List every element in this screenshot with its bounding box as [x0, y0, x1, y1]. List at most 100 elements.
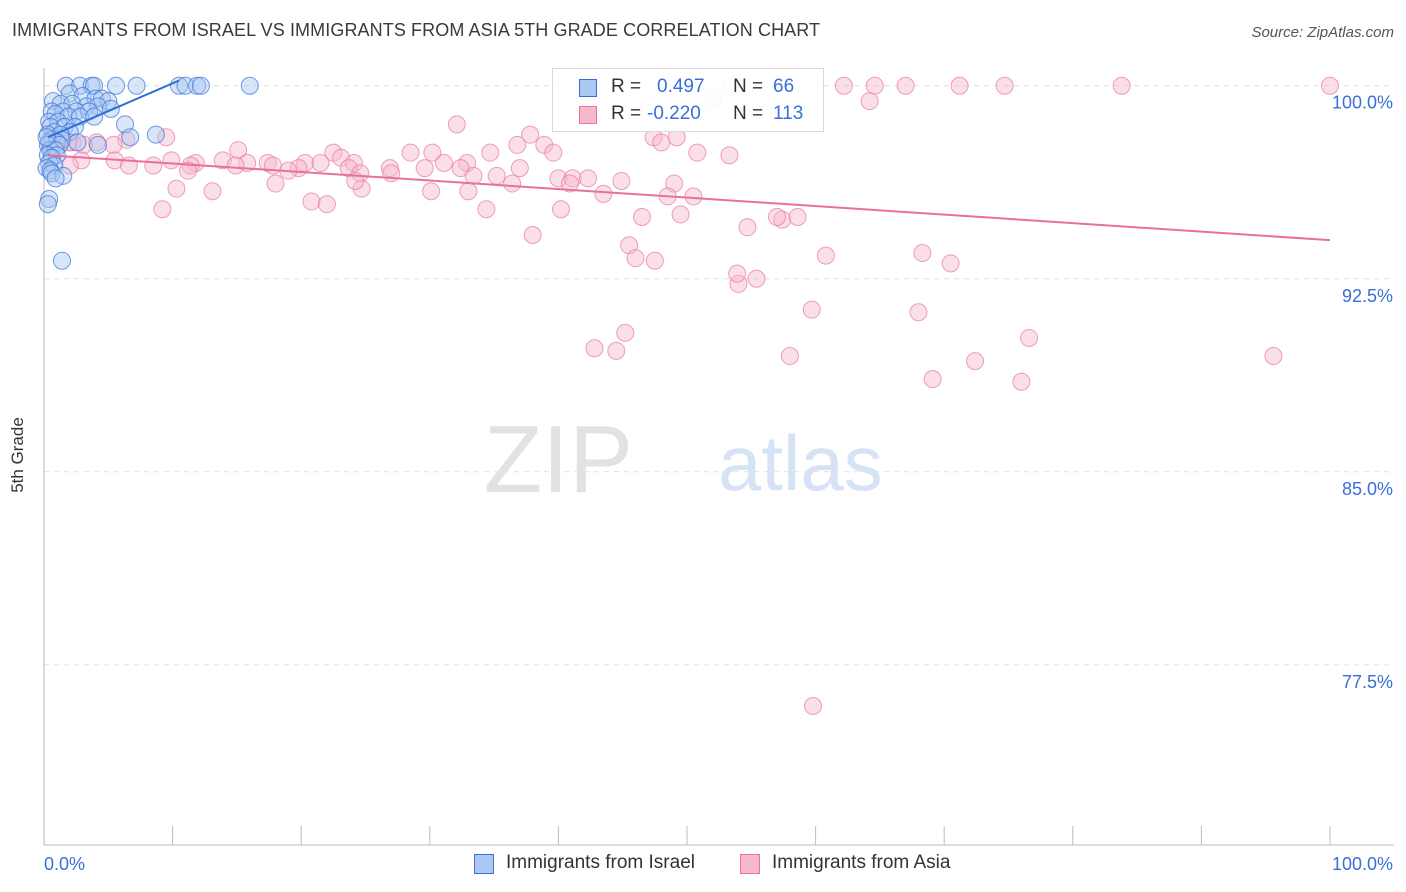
- asia-point: [865, 76, 884, 95]
- asia-point: [302, 192, 321, 211]
- chart-title: IMMIGRANTS FROM ISRAEL VS IMMIGRANTS FRO…: [12, 20, 821, 40]
- legend-swatch-asia: [579, 106, 597, 124]
- y-tick-label: 92.5%: [1342, 286, 1393, 306]
- y-tick-label: 85.0%: [1342, 479, 1393, 499]
- asia-point: [1112, 76, 1131, 95]
- asia-point: [203, 182, 222, 201]
- series-israel-points: [37, 76, 259, 270]
- asia-point: [780, 346, 799, 365]
- asia-point: [632, 208, 651, 226]
- correlation-legend: R = 0.497 N = 66 R = -0.220 N = 113: [552, 68, 824, 132]
- israel-point: [127, 76, 146, 95]
- legend-row-israel: R = 0.497 N = 66: [553, 73, 823, 101]
- x-tick-label: 100.0%: [1332, 854, 1393, 874]
- asia-point: [563, 169, 582, 188]
- asia-point: [258, 153, 277, 172]
- asia-point: [317, 195, 336, 214]
- israel-point: [37, 128, 56, 147]
- asia-point: [578, 169, 597, 188]
- asia-point: [995, 76, 1014, 95]
- asia-point: [153, 200, 172, 219]
- asia-point: [157, 128, 176, 147]
- asia-point: [229, 141, 248, 160]
- asia-point: [226, 156, 245, 175]
- asia-point: [352, 179, 371, 198]
- israel-point: [107, 76, 126, 95]
- legend-swatch-israel: [579, 79, 597, 97]
- asia-point: [626, 249, 645, 268]
- watermark-zip: ZIP: [484, 406, 633, 513]
- israel-point: [53, 251, 72, 270]
- asia-point: [415, 159, 434, 178]
- asia-point: [652, 133, 671, 152]
- asia-point: [941, 254, 960, 273]
- asia-point: [728, 264, 747, 283]
- israel-point: [38, 195, 57, 214]
- asia-point: [607, 341, 626, 360]
- asia-point: [923, 370, 942, 389]
- asia-point: [645, 251, 664, 270]
- asia-point: [481, 143, 500, 162]
- asia-point: [738, 218, 757, 237]
- israel-point: [240, 76, 259, 95]
- asia-point: [422, 182, 441, 201]
- asia-point: [544, 143, 563, 162]
- asia-point: [909, 303, 928, 322]
- asia-point: [477, 200, 496, 219]
- asia-point: [344, 153, 363, 172]
- legend-r-label: R =: [611, 76, 642, 97]
- legend-r-label: R =: [611, 103, 642, 124]
- asia-point: [1321, 76, 1339, 95]
- asia-point: [401, 143, 420, 162]
- asia-point: [816, 246, 835, 265]
- asia-point: [804, 697, 823, 716]
- asia-point: [1012, 372, 1031, 391]
- legend-israel-n: 66: [773, 76, 795, 97]
- legend-swatch-asia: [740, 854, 760, 874]
- asia-point: [768, 208, 787, 226]
- asia-point: [1020, 328, 1039, 347]
- asia-point: [167, 179, 186, 198]
- series-asia-points: [44, 76, 1339, 716]
- asia-point: [551, 200, 570, 219]
- asia-point: [834, 76, 853, 95]
- y-tick-label: 100.0%: [1332, 93, 1393, 113]
- axes: [43, 68, 1394, 846]
- asia-point: [510, 159, 529, 178]
- legend-n-label: N =: [733, 103, 764, 124]
- asia-point: [186, 153, 205, 172]
- asia-point: [773, 210, 792, 229]
- asia-point: [671, 205, 690, 224]
- source-label: Source: ZipAtlas.com: [1251, 24, 1394, 41]
- israel-point: [89, 135, 108, 154]
- israel-point: [101, 99, 120, 118]
- asia-point: [311, 153, 330, 172]
- asia-point: [616, 323, 635, 342]
- asia-trend-line: [47, 154, 1331, 242]
- y-tick-label: 77.5%: [1342, 672, 1393, 692]
- legend-swatch-israel: [474, 854, 494, 874]
- asia-point: [72, 151, 91, 170]
- watermark-atlas: atlas: [718, 419, 883, 507]
- legend-label-israel: Immigrants from Israel: [506, 852, 695, 873]
- asia-point: [447, 115, 466, 134]
- tick-labels: 77.5% 85.0% 92.5% 100.0% 0.0% 100.0%: [44, 93, 1393, 874]
- asia-point: [487, 166, 506, 185]
- asia-point: [594, 184, 613, 203]
- israel-point: [121, 128, 140, 147]
- asia-point: [788, 208, 807, 226]
- asia-point: [688, 143, 707, 162]
- asia-point: [423, 143, 442, 162]
- asia-point: [459, 182, 478, 201]
- asia-point: [612, 171, 631, 190]
- series-legend: Immigrants from Israel Immigrants from A…: [0, 852, 1406, 876]
- watermark: ZIP atlas: [484, 406, 883, 513]
- asia-point: [434, 153, 453, 172]
- asia-point: [585, 339, 604, 358]
- asia-point: [684, 187, 703, 206]
- asia-point: [860, 92, 879, 111]
- legend-asia-n: 113: [773, 103, 804, 124]
- asia-point: [966, 352, 985, 371]
- asia-point: [896, 76, 915, 95]
